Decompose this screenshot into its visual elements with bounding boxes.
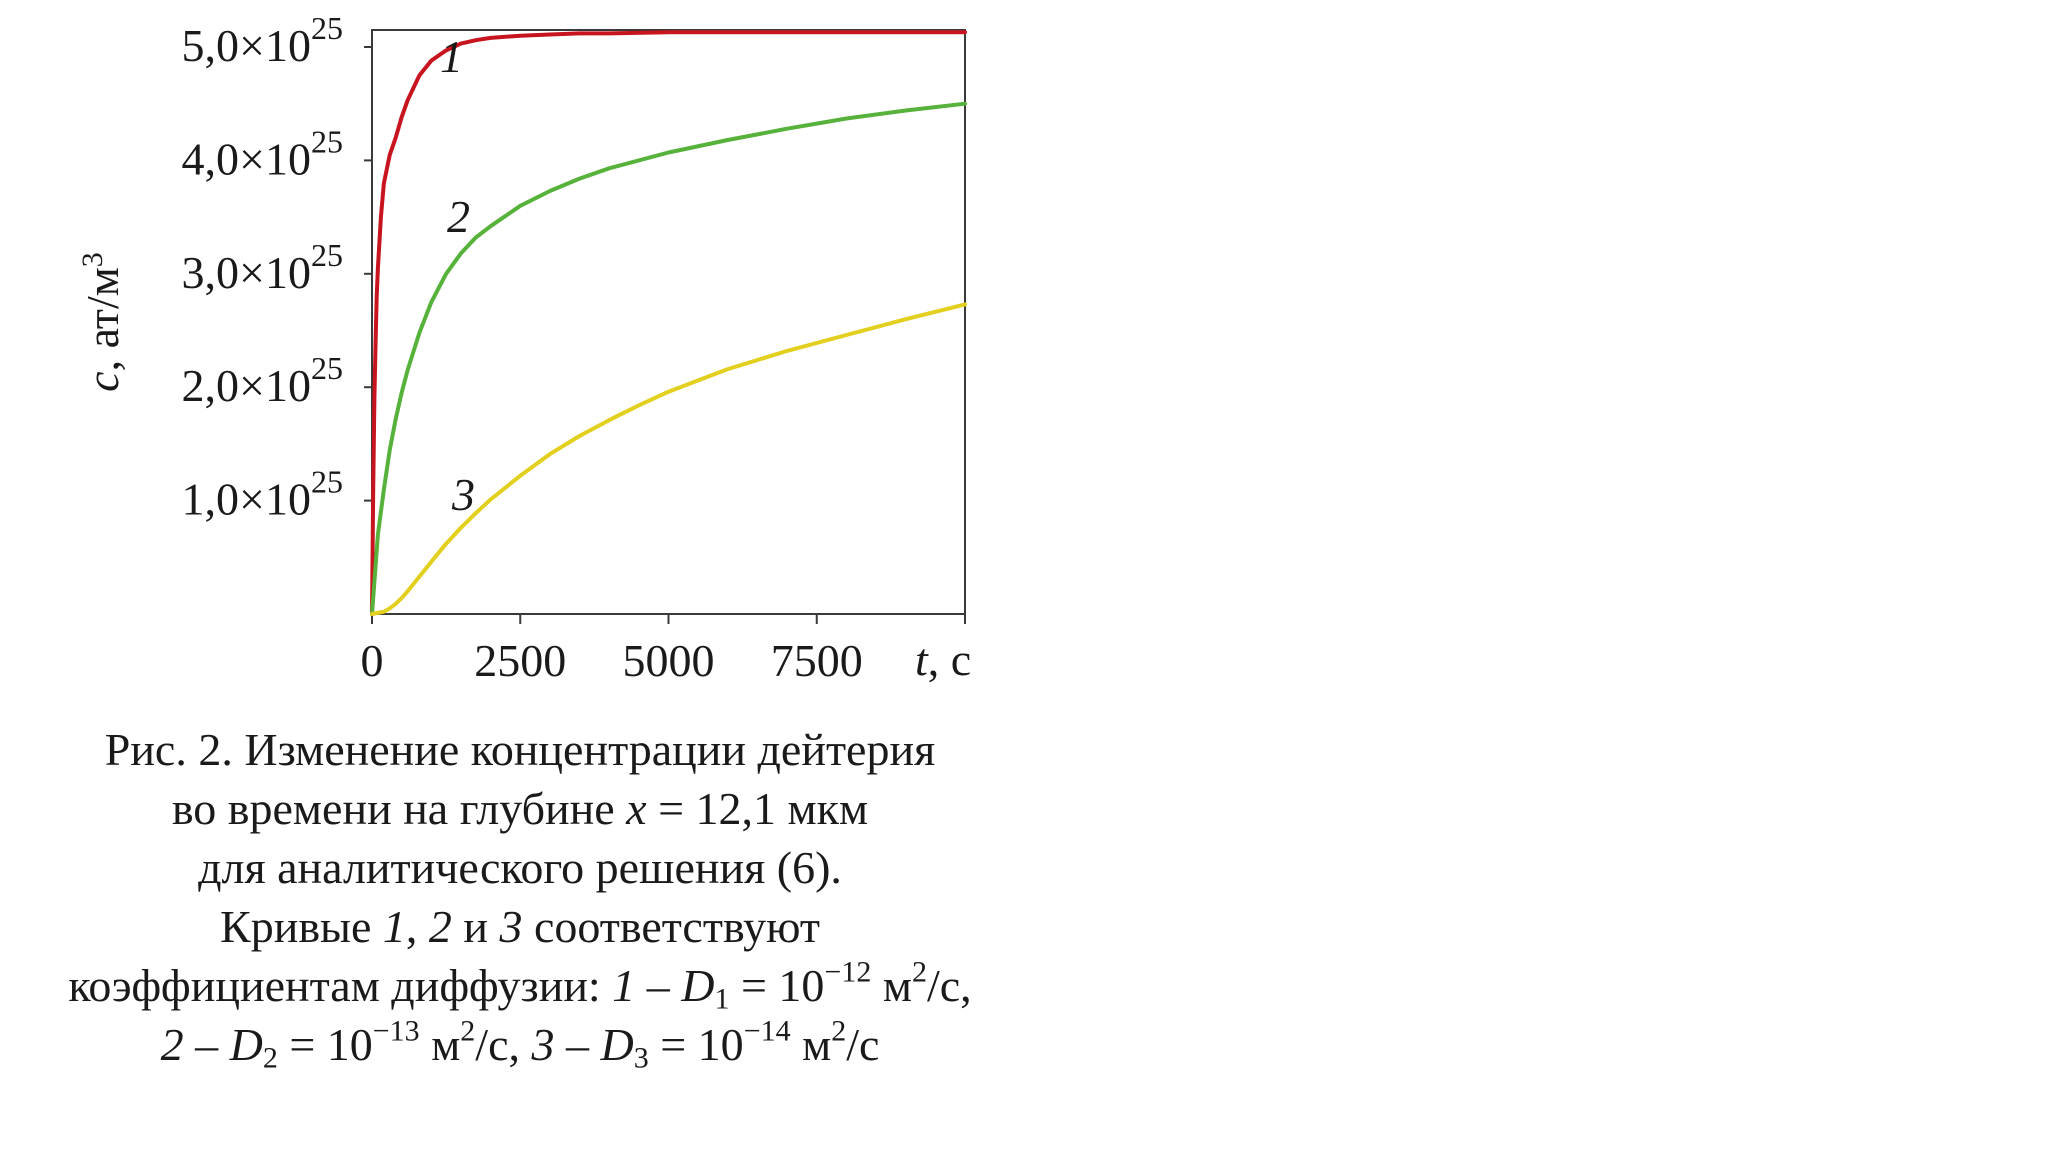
y-tick-mantissa: 4,0×10 [182,133,311,184]
y-axis-label-variable: c [77,371,128,391]
caption-text: /с, [475,1019,532,1070]
y-axis-label: c, ат/м3 [76,252,128,392]
y-axis-label-unit: , ат/м [77,267,128,371]
caption-text: м [419,1019,461,1070]
figure: 1,0×1025 2,0×1025 3,0×1025 4,0×1025 5,0×1025… [0,10,1040,1074]
x-axis: 0 2500 5000 7500 [361,614,966,686]
concentration-chart: 1,0×10252,0×10253,0×10254,0×10255,0×1025… [76,10,971,686]
caption-text: и [451,901,500,952]
figure-caption: Рис. 2. Изменение концентрации дейтерия … [0,720,1040,1074]
curve-label-2: 2 [447,191,470,242]
caption-curve-number: 1 [612,960,636,1011]
x-tick-label: 7500 [771,635,863,686]
series-line-1 [370,30,967,616]
caption-curve-number: 1 [382,901,406,952]
caption-subscript: 3 [633,1041,649,1075]
caption-text: Кривые [220,901,383,952]
curve-labels: 1 2 3 [440,31,475,520]
caption-text: /с, [926,960,972,1011]
caption-variable-x: x [626,783,647,834]
series-line-2 [370,101,967,616]
caption-line-2: во времени на глубине x = 12,1 мкм [0,779,1040,838]
caption-curve-number: 3 [531,1019,555,1070]
caption-curve-number: 2 [160,1019,184,1070]
y-tick-exponent: 25 [311,123,343,159]
y-tick-label: 5,0×1025 [182,10,343,71]
caption-curve-number: 2 [428,901,452,952]
caption-superscript: −13 [372,1014,420,1048]
caption-text: – [635,960,682,1011]
caption-text: коэффициентам диффузии: [68,960,613,1011]
caption-subscript: 1 [714,982,730,1016]
y-tick-label: 2,0×1025 [182,350,343,411]
caption-text: во времени на глубине [171,783,627,834]
x-tick-label: 0 [361,635,384,686]
caption-superscript: 2 [460,1014,476,1048]
curve-label-1: 1 [440,31,463,82]
caption-text: соответствуют [522,901,820,952]
y-tick-mantissa: 2,0×10 [182,360,311,411]
caption-subscript: 2 [262,1041,278,1075]
caption-text: – [183,1019,230,1070]
caption-superscript: 2 [831,1014,847,1048]
x-tick-label: 5000 [623,635,715,686]
caption-symbol-d: D [229,1019,263,1070]
caption-symbol-d: D [600,1019,634,1070]
caption-text: = 10 [277,1019,373,1070]
y-tick-exponent: 25 [311,350,343,386]
caption-line-3: для аналитического решения (6). [198,842,842,893]
caption-superscript: 2 [911,955,927,989]
caption-text: м [790,1019,832,1070]
caption-symbol-d: D [681,960,715,1011]
y-tick-mantissa: 5,0×10 [182,20,311,71]
caption-text: , [405,901,429,952]
caption-line-6: 2 – D2 = 10−13 м2/с, 3 – D3 = 10−14 м2/с [0,1015,1040,1074]
x-axis-label-unit: , с [928,634,971,685]
caption-superscript: −12 [824,955,872,989]
caption-curve-number: 3 [499,901,523,952]
y-tick-exponent: 25 [311,10,343,46]
y-tick-mantissa: 3,0×10 [182,247,311,298]
y-tick-label: 4,0×1025 [182,123,343,184]
y-tick-exponent: 25 [311,464,343,500]
y-tick-exponent: 25 [311,237,343,273]
y-tick-label: 1,0×1025 [182,464,343,525]
caption-text: /с [846,1019,880,1070]
axis-titles: c, ат/м3 t, с [76,252,971,685]
y-axis-label-exponent: 3 [76,252,109,267]
caption-line-5: коэффициентам диффузии: 1 – D1 = 10−12 м… [0,956,1040,1015]
series-layer [370,30,967,616]
y-tick-mantissa: 1,0×10 [182,474,311,525]
curve-label-3: 3 [451,469,475,520]
x-axis-label: t, с [915,634,971,685]
x-tick-label: 2500 [474,635,566,686]
x-axis-label-variable: t [915,634,929,685]
caption-text: = 10 [648,1019,744,1070]
caption-line-1: Рис. 2. Изменение концентрации дейтерия [104,724,936,775]
caption-text: = 10 [729,960,825,1011]
caption-line-4: Кривые 1, 2 и 3 соответствуют [0,897,1040,956]
y-tick-label: 3,0×1025 [182,237,343,298]
caption-text: – [554,1019,601,1070]
caption-text: = 12,1 мкм [646,783,869,834]
caption-text: м [871,960,912,1011]
caption-superscript: −14 [743,1014,791,1048]
series-line-3 [370,302,967,616]
